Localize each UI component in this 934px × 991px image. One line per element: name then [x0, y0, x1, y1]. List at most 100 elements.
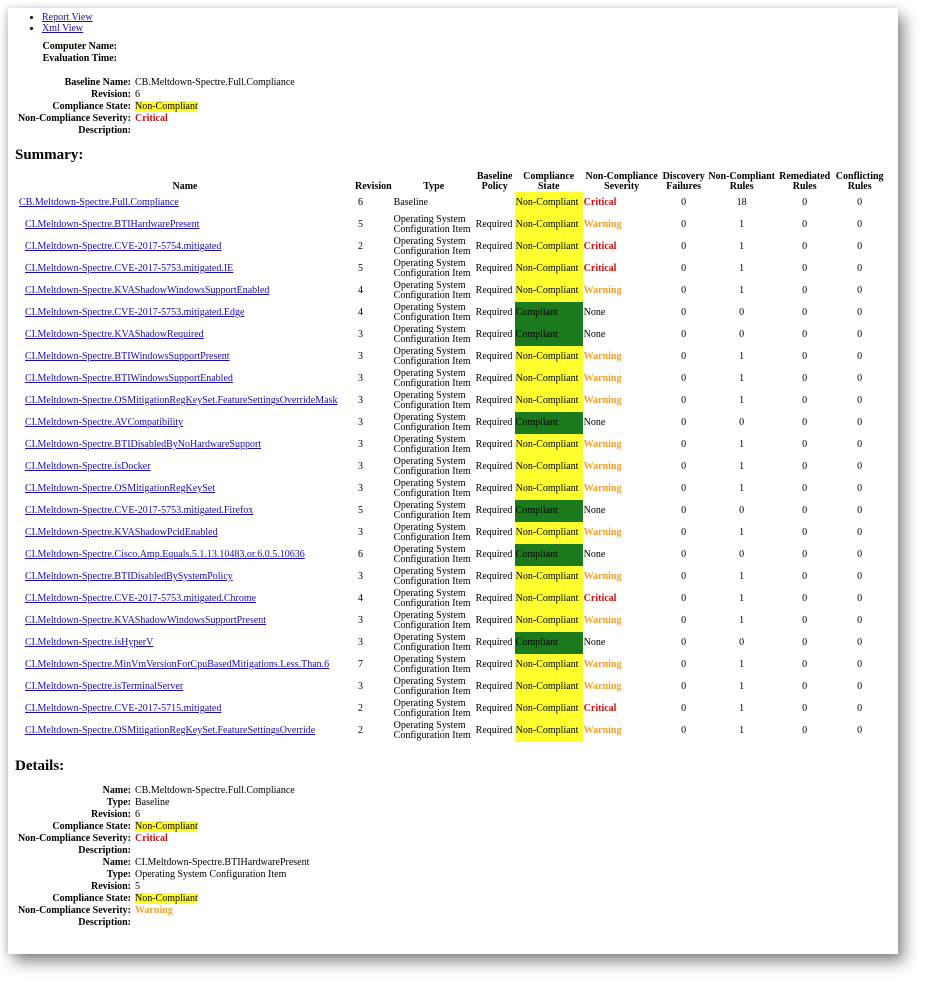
report-view-link[interactable]: Report View — [42, 12, 93, 23]
row-name-cell: CI.Meltdown-Spectre.BTIWindowsSupportPre… — [16, 346, 354, 368]
row-severity: Warning — [583, 373, 622, 384]
row-conflicting-rules: 0 — [857, 571, 863, 582]
row-name-link[interactable]: CI.Meltdown-Spectre.isDocker — [25, 461, 151, 472]
row-name-cell: CI.Meltdown-Spectre.BTIWindowsSupportEna… — [16, 368, 354, 390]
row-revision: 3 — [358, 395, 363, 406]
row-noncompliant-rules: 1 — [739, 483, 745, 494]
row-severity: Warning — [583, 571, 622, 582]
summary-heading: Summary: — [15, 147, 84, 163]
row-name-link[interactable]: CI.Meltdown-Spectre.BTIWindowsSupportPre… — [25, 351, 230, 362]
row-name-link[interactable]: CI.Meltdown-Spectre.MinVmVersionForCpuBa… — [25, 659, 330, 670]
row-name-link[interactable]: CI.Meltdown-Spectre.KVAShadowWindowsSupp… — [25, 615, 267, 626]
row-name-cell: CI.Meltdown-Spectre.OSMitigationRegKeySe… — [16, 720, 354, 742]
row-name-link[interactable]: CI.Meltdown-Spectre.CVE-2017-5753.mitiga… — [25, 593, 257, 604]
row-name-link[interactable]: CI.Meltdown-Spectre.CVE-2017-5753.mitiga… — [25, 505, 254, 516]
row-policy: Required — [475, 241, 513, 252]
row-type: Operating System Configuration Item — [393, 544, 475, 566]
row-revision: 2 — [358, 725, 363, 736]
row-name-link[interactable]: CI.Meltdown-Spectre.BTIDisabledBySystemP… — [25, 571, 233, 582]
row-name-link[interactable]: CI.Meltdown-Spectre.BTIDisabledByNoHardw… — [25, 439, 262, 450]
row-policy: Required — [475, 725, 513, 736]
row-discovery-failures: 0 — [681, 307, 687, 318]
row-name-cell: CI.Meltdown-Spectre.OSMitigationRegKeySe… — [16, 390, 354, 412]
col-type-label: Type — [423, 181, 445, 192]
row-type-line-1: Operating System — [393, 390, 466, 401]
detail-description-value — [133, 917, 311, 929]
row-revision: 4 — [358, 307, 363, 318]
row-type-line-2: Configuration Item — [393, 488, 471, 499]
row-noncompliant-rules: 1 — [739, 285, 745, 296]
col-policy-label-2: Policy — [481, 181, 508, 192]
row-discovery-failures: 0 — [681, 505, 687, 516]
row-name-link[interactable]: CI.Meltdown-Spectre.BTIHardwarePresent — [25, 219, 200, 230]
row-policy: Required — [475, 417, 513, 428]
row-name-link[interactable]: CI.Meltdown-Spectre.KVAShadowPcidEnabled — [25, 527, 218, 538]
table-row: CI.Meltdown-Spectre.BTIDisabledBySystemP… — [16, 566, 887, 588]
row-type: Operating System Configuration Item — [393, 280, 475, 302]
severity-label: Non-Compliance Severity: — [17, 113, 131, 124]
row-severity: None — [583, 549, 606, 560]
row-name-link[interactable]: CI.Meltdown-Spectre.CVE-2017-5715.mitiga… — [25, 703, 222, 714]
detail-type-value: Baseline — [135, 797, 170, 808]
row-discovery-failures: 0 — [681, 681, 687, 692]
row-severity: Critical — [583, 703, 617, 714]
row-type: Operating System Configuration Item — [393, 500, 475, 522]
row-policy: Required — [475, 263, 513, 274]
row-remediated-rules: 0 — [802, 681, 808, 692]
row-remediated-rules: 0 — [802, 637, 808, 648]
row-remediated-rules: 0 — [802, 549, 808, 560]
row-name-link[interactable]: CI.Meltdown-Spectre.OSMitigationRegKeySe… — [25, 483, 215, 494]
row-type: Operating System Configuration Item — [393, 412, 475, 434]
computer-name-value — [119, 41, 123, 53]
row-type-line-2: Configuration Item — [393, 576, 471, 587]
row-conflicting-rules: 0 — [857, 329, 863, 340]
row-name-link[interactable]: CI.Meltdown-Spectre.AVCompatibility — [25, 417, 184, 428]
row-compliance-state: Non-Compliant — [514, 258, 583, 280]
row-remediated-rules: 0 — [802, 307, 808, 318]
row-name-link[interactable]: CI.Meltdown-Spectre.BTIWindowsSupportEna… — [25, 373, 233, 384]
detail-name-label: Name: — [102, 785, 131, 796]
row-type: Operating System Configuration Item — [393, 390, 475, 412]
row-name-link[interactable]: CI.Meltdown-Spectre.Cisco.Amp.Equals.5.1… — [25, 549, 305, 560]
row-revision: 5 — [358, 505, 363, 516]
row-conflicting-rules: 0 — [857, 417, 863, 428]
row-remediated-rules: 0 — [802, 417, 808, 428]
row-name-link[interactable]: CI.Meltdown-Spectre.CVE-2017-5753.mitiga… — [25, 307, 245, 318]
row-discovery-failures: 0 — [681, 351, 687, 362]
row-discovery-failures: 0 — [681, 439, 687, 450]
row-remediated-rules: 0 — [802, 395, 808, 406]
row-remediated-rules: 0 — [802, 593, 808, 604]
row-type-line-2: Configuration Item — [393, 334, 471, 345]
row-name-link[interactable]: CI.Meltdown-Spectre.KVAShadowRequired — [25, 329, 204, 340]
row-type: Operating System Configuration Item — [393, 610, 475, 632]
table-row: CI.Meltdown-Spectre.BTIWindowsSupportEna… — [16, 368, 887, 390]
row-severity: Warning — [583, 681, 622, 692]
summary-table: Name Revision Type Baseline Policy Compli… — [16, 172, 887, 742]
detail-state-badge: Non-Compliant — [135, 821, 198, 832]
row-name-link[interactable]: CI.Meltdown-Spectre.isTerminalServer — [25, 681, 184, 692]
row-name-link[interactable]: CB.Meltdown-Spectre.Full.Compliance — [19, 197, 179, 208]
row-conflicting-rules: 0 — [857, 373, 863, 384]
row-compliance-state: Compliant — [514, 544, 583, 566]
col-severity-label-1: Non-Compliance — [585, 171, 658, 182]
row-noncompliant-rules: 1 — [739, 725, 745, 736]
detail-state-badge: Non-Compliant — [135, 893, 198, 904]
xml-view-link[interactable]: Xml View — [42, 23, 84, 34]
row-compliance-state: Non-Compliant — [514, 434, 583, 456]
row-remediated-rules: 0 — [802, 615, 808, 626]
row-conflicting-rules: 0 — [857, 637, 863, 648]
row-name-link[interactable]: CI.Meltdown-Spectre.OSMitigationRegKeySe… — [25, 395, 338, 406]
row-type-line-1: Operating System — [393, 500, 466, 511]
row-name-link[interactable]: CI.Meltdown-Spectre.KVAShadowWindowsSupp… — [25, 285, 270, 296]
row-name-link[interactable]: CI.Meltdown-Spectre.CVE-2017-5754.mitiga… — [25, 241, 222, 252]
col-remediated-rules: Remediated Rules — [777, 172, 833, 192]
row-severity: None — [583, 637, 606, 648]
row-name-link[interactable]: CI.Meltdown-Spectre.isHyperV — [25, 637, 154, 648]
row-noncompliant-rules: 1 — [739, 439, 745, 450]
row-severity: Critical — [583, 263, 617, 274]
row-name-cell: CI.Meltdown-Spectre.BTIHardwarePresent — [16, 214, 354, 236]
row-name-link[interactable]: CI.Meltdown-Spectre.OSMitigationRegKeySe… — [25, 725, 316, 736]
row-noncompliant-rules: 1 — [739, 681, 745, 692]
row-remediated-rules: 0 — [802, 483, 808, 494]
row-name-link[interactable]: CI.Meltdown-Spectre.CVE-2017-5753.mitiga… — [25, 263, 234, 274]
